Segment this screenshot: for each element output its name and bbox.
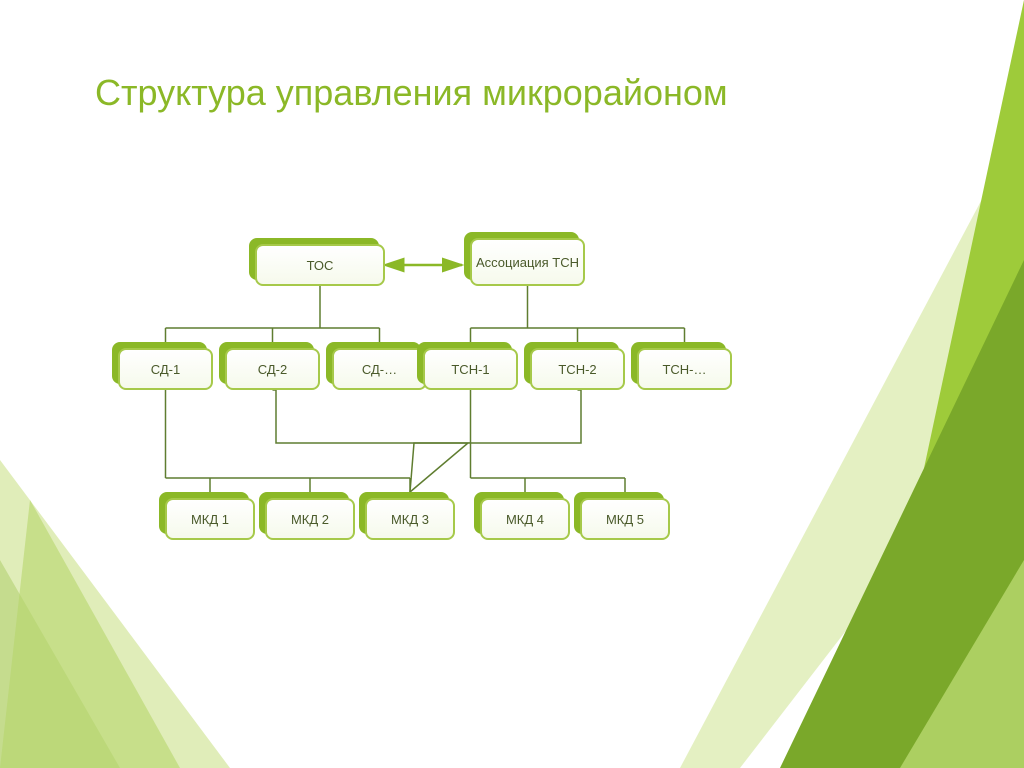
slide-title: Структура управления микрорайоном	[95, 70, 728, 115]
node-mkd1: МКД 1	[165, 498, 255, 540]
node-tos: ТОС	[255, 244, 385, 286]
node-mkd5: МКД 5	[580, 498, 670, 540]
node-sd2: СД-2	[225, 348, 320, 390]
node-sd3: СД-…	[332, 348, 427, 390]
node-assoc: Ассоциация ТСН	[470, 238, 585, 286]
node-tsh2: ТСН-2	[530, 348, 625, 390]
node-sd1: СД-1	[118, 348, 213, 390]
node-mkd4: МКД 4	[480, 498, 570, 540]
node-tsh1: ТСН-1	[423, 348, 518, 390]
node-tsh3: ТСН-…	[637, 348, 732, 390]
node-mkd3: МКД 3	[365, 498, 455, 540]
node-mkd2: МКД 2	[265, 498, 355, 540]
